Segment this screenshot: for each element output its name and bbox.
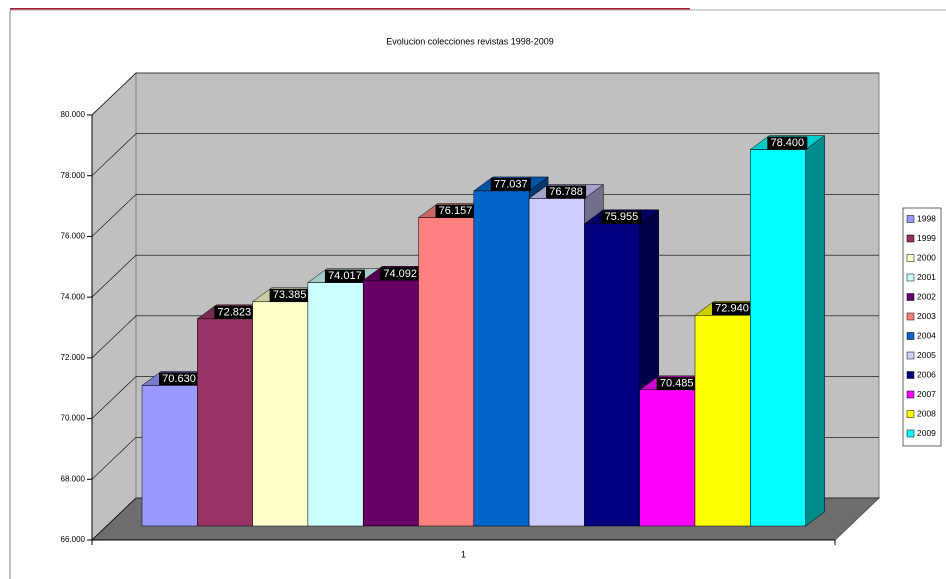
value-label: 70.630 bbox=[162, 373, 196, 385]
legend-label: 2009 bbox=[917, 428, 936, 438]
value-label-box bbox=[656, 376, 697, 390]
y-tick-label: 70.000 bbox=[61, 414, 86, 423]
chart-title: Evolucion colecciones revistas 1998-2009 bbox=[386, 36, 554, 46]
bar bbox=[252, 301, 309, 527]
bar bbox=[141, 385, 198, 527]
y-tick-label: 80.000 bbox=[61, 110, 86, 119]
value-label-box bbox=[712, 302, 752, 316]
legend-label: 2005 bbox=[917, 350, 936, 360]
legend-label: 1999 bbox=[917, 233, 936, 243]
legend-label: 2003 bbox=[917, 311, 936, 321]
legend-swatch bbox=[906, 429, 915, 438]
value-label-box bbox=[601, 210, 642, 224]
legend-label: 1998 bbox=[917, 213, 936, 223]
value-label-box bbox=[767, 136, 808, 150]
bar bbox=[418, 217, 475, 527]
bar bbox=[639, 389, 696, 527]
legend-swatch bbox=[906, 332, 915, 340]
legend-swatch bbox=[906, 215, 915, 223]
legend-label: 2008 bbox=[917, 408, 936, 418]
legend-swatch bbox=[906, 254, 915, 262]
value-label-box bbox=[214, 305, 255, 319]
bar bbox=[473, 190, 530, 527]
value-label: 74.092 bbox=[383, 268, 417, 280]
legend-label: 2004 bbox=[917, 330, 936, 340]
legend-swatch bbox=[906, 351, 915, 360]
value-label: 76.157 bbox=[439, 205, 473, 217]
y-tick-label: 72.000 bbox=[61, 353, 86, 362]
legend-swatch bbox=[906, 273, 915, 282]
legend-box bbox=[902, 207, 942, 447]
bar-side bbox=[805, 135, 825, 527]
legend-label: 2007 bbox=[917, 389, 936, 399]
bar bbox=[362, 280, 419, 527]
value-label-box bbox=[159, 372, 199, 386]
legend-swatch bbox=[906, 410, 915, 418]
grid-line bbox=[91, 133, 879, 176]
value-label: 75.955 bbox=[605, 211, 639, 223]
value-label-box bbox=[490, 177, 531, 191]
value-label: 74.017 bbox=[328, 270, 362, 282]
legend-swatch bbox=[906, 293, 915, 301]
legend-label: 2002 bbox=[917, 291, 936, 301]
grid-line bbox=[91, 194, 879, 237]
value-label-box bbox=[324, 269, 365, 283]
legend-swatch bbox=[906, 371, 915, 379]
value-label-box bbox=[380, 267, 421, 281]
legend-swatch bbox=[906, 312, 915, 321]
bar bbox=[750, 149, 806, 527]
value-label: 78.400 bbox=[770, 137, 804, 149]
y-tick-label: 78.000 bbox=[61, 171, 86, 180]
value-label: 73.385 bbox=[273, 289, 307, 301]
y-tick-label: 74.000 bbox=[61, 292, 86, 301]
grid-line bbox=[91, 72, 879, 116]
bar bbox=[694, 315, 751, 527]
value-label-box bbox=[435, 204, 476, 218]
value-label: 72.940 bbox=[715, 303, 749, 315]
value-label: 72.823 bbox=[217, 306, 251, 318]
bar bbox=[307, 282, 364, 527]
legend-label: 2001 bbox=[917, 272, 936, 282]
bar bbox=[584, 223, 640, 527]
legend-label: 2006 bbox=[917, 369, 936, 379]
y-tick-label: 76.000 bbox=[61, 232, 86, 241]
legend-label: 2000 bbox=[917, 252, 936, 262]
bar bbox=[528, 198, 585, 527]
value-label: 76.788 bbox=[549, 186, 583, 198]
bar bbox=[197, 318, 253, 527]
side-wall bbox=[91, 71, 137, 542]
y-tick-label: 68.000 bbox=[61, 474, 86, 483]
value-label-box bbox=[546, 185, 587, 199]
value-label-box bbox=[269, 288, 310, 302]
y-tick-label: 66.000 bbox=[61, 535, 86, 544]
value-label: 77.037 bbox=[494, 178, 528, 190]
legend-swatch bbox=[906, 390, 915, 399]
x-tick-label: 1 bbox=[461, 549, 466, 559]
legend-swatch bbox=[906, 234, 915, 243]
value-label: 70.485 bbox=[660, 377, 694, 389]
